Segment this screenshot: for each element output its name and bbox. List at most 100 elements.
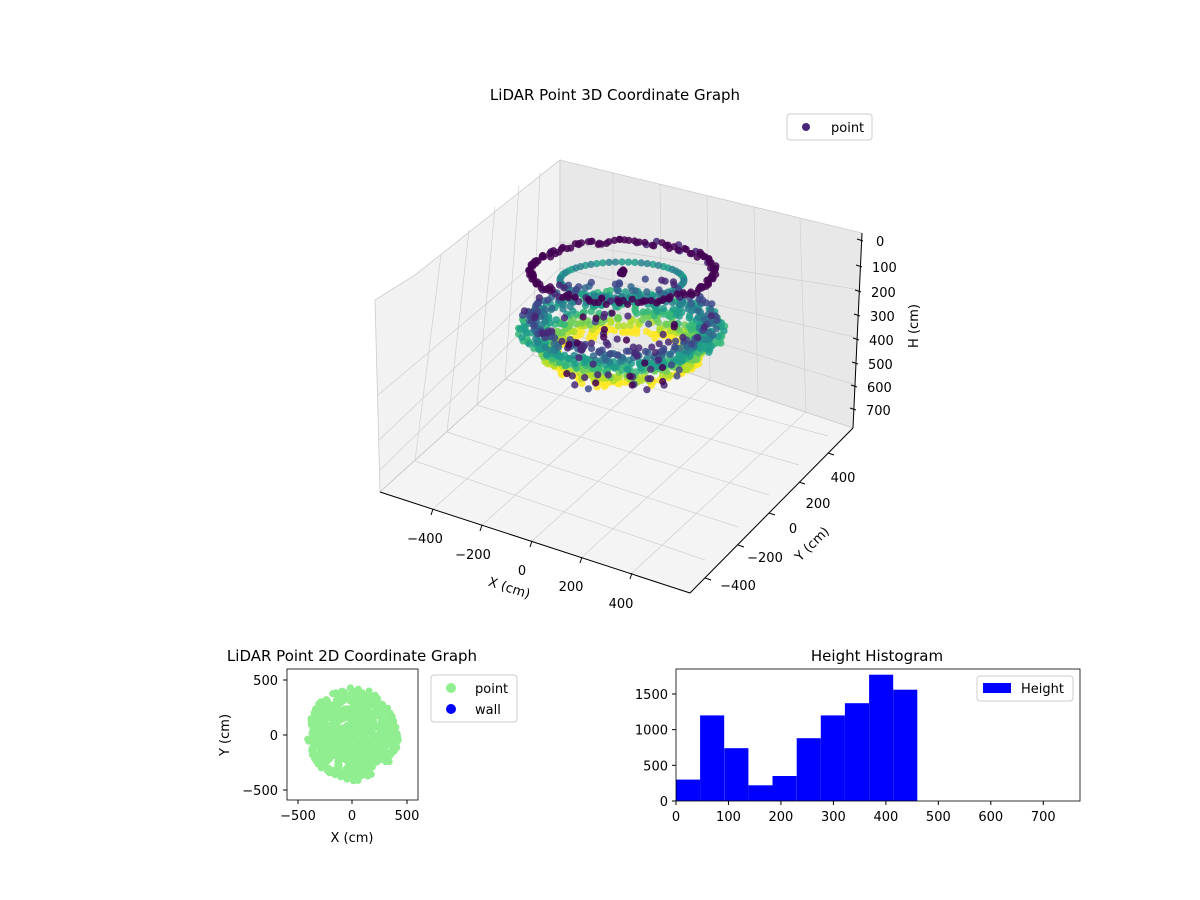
scatter-point-3d [695,295,703,303]
scatter-point-3d [708,300,716,308]
scatter-point-3d [700,323,709,331]
scatter-point-3d [623,365,631,373]
scatter-point-3d [688,291,696,299]
scatter-point-3d [658,239,666,247]
scatter-point-3d [624,300,632,309]
scatter-point-2d [387,714,395,722]
scatter-point-3d [688,340,696,348]
legend-2d: point wall [430,674,518,723]
x-tick-label-histogram: 300 [821,810,846,825]
scatter-point-2d [305,737,313,745]
scatter-point-2d [378,742,386,750]
z-tick-mark [854,289,862,293]
scatter-point-3d [679,280,687,288]
scatter-point-3d [568,327,577,335]
grid-line [476,404,770,496]
scatter-point-3d [648,343,656,351]
scatter-point-3d [666,293,674,301]
scatter-point-3d [591,299,599,307]
scatter-point-3d [650,242,658,250]
scatter-point-3d [614,313,622,321]
scatter-point-2d [331,771,339,779]
scatter-point-2d [391,736,399,744]
scatter-point-3d [635,358,643,366]
scatter-point-2d [321,751,329,759]
scatter-point-3d [705,348,713,356]
scatter-point-3d [598,294,606,302]
scatter-point-3d [611,258,620,266]
scatter-point-3d [629,343,637,351]
legend-label-point: point [831,121,864,136]
grid-line [631,411,807,574]
scatter-point-3d [673,290,681,298]
scatter-point-3d [700,253,708,261]
legend-label-point: point [475,682,508,697]
scatter-point-3d [561,269,570,277]
scatter-point-3d [541,343,550,352]
scatter-point-3d [559,301,567,309]
scatter-point-2d [393,744,401,752]
scatter-point-3d [643,386,651,394]
scatter-point-3d [555,281,564,289]
x-axis-label-2d: X (cm) [331,831,374,846]
scatter-point-3d [647,365,655,373]
scatter-point-3d [714,339,722,347]
scatter-point-3d [669,305,678,313]
scatter-point-3d [633,352,641,360]
scatter-point-3d [675,350,683,358]
scatter-point-3d [695,286,703,294]
x-tick-label-histogram: 100 [716,810,741,825]
scatter-point-3d [628,381,636,389]
scatter-point-3d [661,277,669,285]
scatter-point-3d [655,356,663,364]
scatter-point-3d [587,339,596,347]
x-tick-mark [430,508,434,516]
scatter-point-2d [383,704,392,712]
scatter-point-3d [548,304,556,312]
scatter-point-2d [326,727,334,736]
z-tick-label-3d: 600 [867,381,892,396]
scatter-point-3d [688,300,696,308]
x-tick-label-2d: 500 [395,809,420,824]
scatter-point-3d [707,306,715,314]
x-tick-mark [529,540,533,548]
scatter-point-3d [649,260,657,268]
scatter-point-3d [572,320,580,328]
x-tick-mark [579,556,583,564]
scatter-point-2d [354,758,362,766]
scatter-point-3d [679,289,687,297]
scatter-point-3d [523,329,531,337]
histogram-bar [724,748,749,801]
histogram-bar [796,738,821,801]
scatter-point-3d [615,235,624,243]
scatter-point-3d [565,340,573,348]
scatter-point-3d [543,329,551,337]
scatter-point-3d [619,296,627,305]
scatter-point-3d [672,337,680,345]
scatter-point-3d [532,280,540,288]
scatter-point-3d [604,371,612,379]
scatter-point-3d [643,260,651,268]
z-tick-label-3d: 400 [869,334,894,349]
x-axis-line-3d [379,491,691,594]
scatter-point-3d [565,355,573,363]
scatter-point-3d [624,312,632,320]
scatter-point-3d [618,258,626,266]
scatter-point-3d [694,307,702,315]
x-tick-label-histogram: 700 [1031,810,1056,825]
scatter-point-3d [622,336,631,344]
legend-frame [976,675,1074,702]
z-tick-mark [852,337,860,341]
y-tick-label-histogram: 500 [643,759,668,774]
z-axis-line-3d [852,232,863,429]
scatter-point-2d [348,710,356,719]
title-2d: LiDAR Point 2D Coordinate Graph [227,647,477,665]
scatter-point-2d [354,711,362,719]
scatter-point-3d [659,305,668,313]
scatter-point-3d [560,314,569,322]
scatter-point-3d [551,250,560,258]
scatter-point-2d [336,692,344,700]
scatter-point-2d [360,695,368,703]
scatter-point-3d [572,285,580,293]
